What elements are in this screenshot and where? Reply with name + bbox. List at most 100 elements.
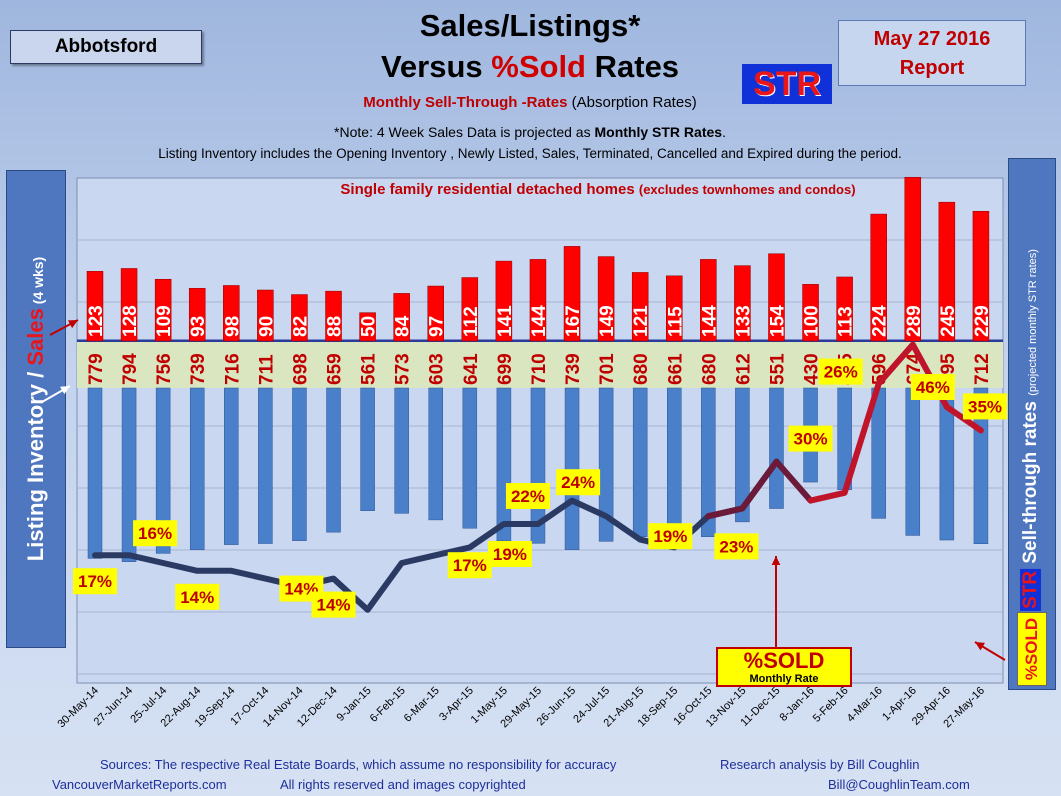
inventory-value: 698 (290, 353, 311, 385)
sales-value: 123 (86, 305, 107, 337)
note-line1: *Note: 4 Week Sales Data is projected as… (150, 124, 910, 140)
left-axis-panel (6, 170, 66, 648)
inventory-value: 612 (733, 353, 754, 385)
sales-value: 141 (495, 305, 516, 337)
inventory-bar (87, 387, 103, 559)
sold-rate-box (311, 591, 356, 618)
sales-bar (597, 256, 615, 342)
sales-bar (427, 285, 444, 342)
sales-value: 144 (529, 305, 550, 337)
inventory-value: 710 (529, 353, 550, 385)
inventory-bar (428, 387, 443, 521)
inventory-value: 680 (699, 353, 720, 385)
sales-value: 224 (870, 305, 891, 337)
sold-box-arrow-head (975, 642, 985, 651)
sales-bar (768, 253, 785, 342)
sold-rate-label: 30% (794, 430, 828, 449)
chart-title-line1: Sales/Listings* (419, 8, 641, 43)
sold-rate-label: 24% (561, 473, 595, 492)
x-tick-label: 4-Mar-16 (845, 685, 885, 725)
inventory-value: 712 (972, 353, 993, 385)
region-label: Abbotsford (10, 30, 202, 64)
sales-arrow-head (68, 320, 78, 329)
inventory-value: 603 (427, 353, 448, 385)
subtitle-main: Monthly Sell-Through -Rates (363, 94, 568, 111)
sales-value: 154 (767, 305, 788, 337)
sold-rate-box (963, 393, 1007, 420)
subtitle: Monthly Sell-Through -Rates (Absorption … (230, 94, 830, 111)
footer-email[interactable]: Bill@CoughlinTeam.com (828, 777, 970, 792)
sales-value: 144 (699, 305, 720, 337)
sales-bar (393, 293, 410, 342)
sold-rate-label: 14% (284, 580, 318, 599)
sold-rate-label: 19% (653, 527, 687, 546)
sold-rate-label: 35% (968, 397, 1002, 416)
sales-bar (870, 213, 887, 342)
inventory-bar (224, 387, 239, 545)
inventory-bar (496, 387, 512, 542)
sales-value: 115 (665, 306, 686, 337)
chart-inner-title-main: Single family residential detached homes (340, 181, 638, 198)
x-tick-label: 6-Feb-15 (368, 685, 408, 725)
inventory-bar (189, 387, 205, 550)
sales-value: 88 (325, 316, 346, 337)
inventory-value: 711 (256, 354, 277, 385)
sold-rate-label: 14% (180, 588, 214, 607)
sold-rate-labels: 17%16%14% 14%14%17%19%22%24%19%23%30%26%4… (73, 358, 1007, 618)
inventory-arrow-head (60, 386, 70, 395)
chart-inner-title: Single family residential detached homes… (340, 181, 855, 198)
sales-value: 128 (120, 305, 141, 337)
sold-rate-box (714, 533, 759, 560)
footer-sources: Sources: The respective Real Estate Boar… (100, 757, 617, 772)
footer-website[interactable]: VancouverMarketReports.com (52, 777, 227, 792)
sales-value: 93 (188, 316, 209, 337)
inventory-bars (87, 387, 989, 562)
sold-rate-box (556, 469, 601, 496)
sales-bar (666, 275, 683, 342)
inventory-bar (905, 387, 921, 536)
sold-rate-label: 17% (453, 556, 487, 575)
inventory-bar (462, 387, 478, 529)
sales-value: 289 (904, 305, 925, 337)
note-line2: Listing Inventory includes the Opening I… (158, 146, 902, 161)
sold-legend-subtitle: Monthly Rate (749, 673, 819, 685)
inventory-value: 680 (631, 353, 652, 385)
inventory-value: 561 (359, 353, 380, 385)
sales-value: 109 (154, 305, 175, 337)
inventory-bar (326, 387, 341, 533)
sales-value: 50 (359, 316, 380, 337)
sales-value: 167 (563, 305, 584, 337)
inventory-value: 739 (563, 353, 584, 385)
sold-rate-label: 17% (78, 572, 112, 591)
sales-bar (257, 289, 274, 342)
sold-rate-box (505, 483, 550, 509)
sold-rate-label: 16% (138, 524, 172, 543)
inventory-bar (292, 387, 307, 541)
inventory-bar (769, 387, 784, 509)
sales-bar (904, 176, 922, 342)
sales-bar (700, 259, 717, 342)
sold-rate-box (447, 552, 492, 579)
inventory-bar (667, 387, 682, 533)
inventory-bar (598, 387, 614, 542)
sales-bar (325, 290, 342, 342)
sold-legend-box: %SOLD Monthly Rate (716, 647, 852, 687)
x-tick-label: 6-Mar-15 (402, 685, 442, 725)
sold-legend-arrow-head (771, 556, 781, 566)
sales-value: 121 (631, 305, 652, 337)
inventory-value: 756 (154, 353, 175, 385)
report-date: May 27 2016 (873, 28, 991, 50)
inventory-value: 794 (120, 353, 141, 385)
sales-value: 113 (836, 306, 857, 337)
sold-line-recent (807, 341, 984, 504)
title-sold: %Sold (491, 49, 586, 84)
sold-rate-label: 22% (511, 487, 545, 506)
inventory-value: 551 (767, 353, 788, 385)
note1-b: Monthly STR Rates (594, 124, 723, 140)
sales-value: 100 (802, 305, 823, 337)
sales-bar (223, 285, 240, 342)
inventory-bar (735, 387, 750, 523)
sales-bar (154, 278, 172, 342)
x-axis-ticks: 30-May-1427-Jun-1425-Jul-1422-Aug-1419-S… (55, 685, 987, 731)
sales-bar (734, 265, 751, 342)
